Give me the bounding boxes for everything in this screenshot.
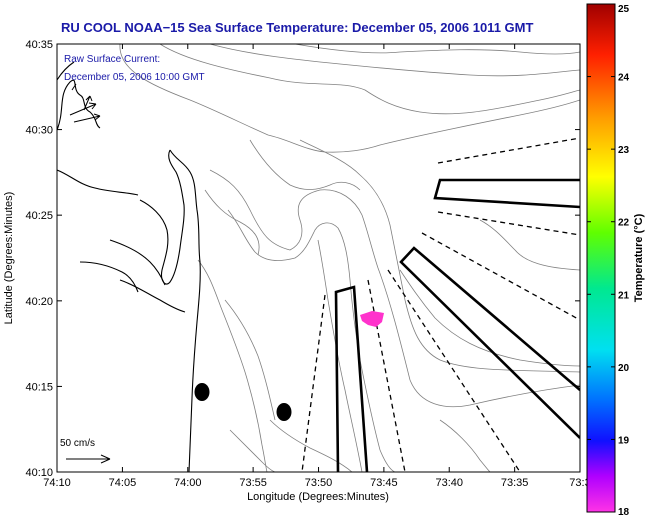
colorbar-tick-label: 24 (618, 73, 630, 84)
annotation-line-1: Raw Surface Current: (64, 54, 160, 65)
coastline-segment (109, 239, 166, 286)
x-tick-label: 74:10 (43, 477, 71, 489)
coastline-segment (79, 261, 139, 293)
radial-lines (301, 137, 580, 472)
y-tick-label: 40:20 (25, 296, 53, 308)
colorbar-tick-label: 25 (618, 4, 630, 15)
annotation-line-2: December 05, 2006 10:00 GMT (64, 72, 205, 83)
colorbar (586, 3, 616, 513)
y-tick-label: 40:30 (25, 125, 53, 137)
current-vectors (69, 83, 101, 123)
station-marker (276, 403, 292, 421)
bathymetry-contour (249, 139, 361, 191)
colorbar-tick-label: 19 (618, 435, 630, 446)
radial-line (301, 294, 326, 472)
colorbar-tick-label: 23 (618, 145, 630, 156)
colorbar-label: Temperature (°C) (633, 213, 645, 302)
bathymetry-contour (439, 419, 491, 472)
scale-arrow (66, 454, 111, 464)
current-vector-arrow (73, 113, 101, 123)
colorbar-tick-label: 20 (618, 363, 630, 374)
y-axis-ticks: 40:10 40:15 40:20 40:25 40:30 40:35 (25, 39, 580, 479)
scale-label: 50 cm/s (60, 438, 95, 449)
bathymetry-contour (294, 44, 580, 55)
bathymetry-contour (299, 139, 580, 373)
x-tick-label: 73:40 (435, 477, 463, 489)
y-tick-label: 40:10 (25, 467, 53, 479)
x-tick-label: 74:05 (109, 477, 137, 489)
current-vector-arrow (69, 102, 97, 116)
bathymetry-contour (229, 429, 276, 472)
bathymetry-contour (269, 419, 353, 472)
sst-patch (360, 311, 384, 327)
radial-line (437, 211, 580, 236)
colorbar-ticks: 18 19 20 21 22 23 24 25 (587, 3, 630, 518)
coastline-segment (169, 149, 201, 472)
beam-outline (334, 285, 369, 472)
beam-outline (433, 178, 580, 209)
y-tick-label: 40:35 (25, 39, 53, 51)
y-axis-label: Latitude (Degrees:Minutes) (3, 192, 15, 325)
bathymetry-contour (227, 209, 396, 472)
x-tick-label: 73:50 (305, 477, 333, 489)
current-vector-arrow (83, 95, 93, 111)
y-tick-label: 40:25 (25, 210, 53, 222)
bathymetry-contour (224, 299, 276, 421)
bathymetry-contour (159, 44, 580, 115)
coastline-segment (119, 279, 186, 313)
x-tick-label: 73:45 (370, 477, 398, 489)
radial-line (367, 279, 406, 472)
chart-title: RU COOL NOAA−15 Sea Surface Temperature:… (61, 20, 533, 35)
x-axis-ticks: 74:10 74:05 74:00 73:55 73:50 73:45 73:40 73:35… (43, 44, 591, 489)
colorbar-tick-label: 22 (618, 218, 630, 229)
coastline-segment (57, 169, 139, 196)
bathymetry-contour (204, 189, 260, 256)
x-tick-label: 74:00 (174, 477, 202, 489)
radial-line (421, 232, 580, 321)
coastline (57, 61, 201, 472)
current-vector-arrow (71, 83, 77, 91)
colorbar-tick-label: 21 (618, 290, 630, 301)
coastline-segment (139, 149, 185, 285)
beam-outlines (334, 178, 580, 472)
x-axis-label: Longitude (Degrees:Minutes) (247, 491, 389, 503)
x-tick-label: 73:3 (569, 477, 590, 489)
colorbar-tick-label: 18 (618, 507, 630, 518)
bathymetry-contour (209, 169, 580, 408)
bathymetry-contour (197, 259, 268, 472)
plot-area (57, 44, 580, 472)
x-tick-label: 73:55 (239, 477, 267, 489)
x-tick-label: 73:35 (501, 477, 529, 489)
y-tick-label: 40:15 (25, 381, 53, 393)
bathymetry-contour (479, 219, 580, 271)
coastline-segment (57, 61, 75, 81)
station-marker (194, 383, 210, 401)
bathymetry-contour (209, 44, 580, 77)
radial-line (437, 137, 580, 164)
beam-outline (399, 246, 580, 439)
radial-line (387, 269, 521, 472)
